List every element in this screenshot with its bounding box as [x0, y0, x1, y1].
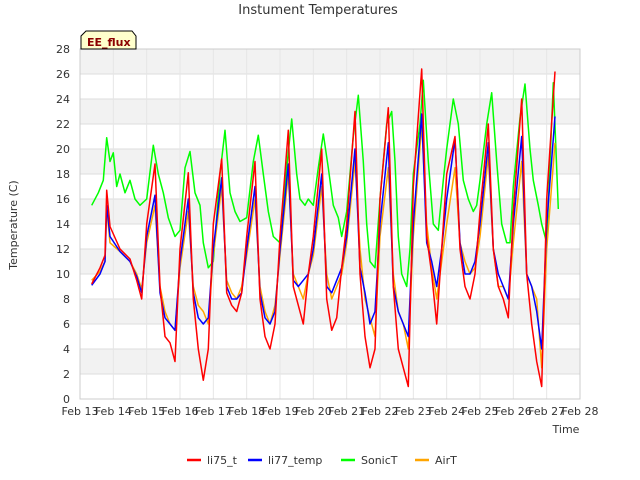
y-tick-label: 20 — [56, 143, 70, 156]
x-tick-label: Feb 19 — [262, 405, 299, 418]
background-band — [80, 324, 580, 349]
y-tick-label: 22 — [56, 118, 70, 131]
y-tick-label: 0 — [63, 393, 70, 406]
legend: li75_t li77_temp SonicT AirT — [187, 454, 457, 467]
x-tick-label: Feb 22 — [362, 405, 399, 418]
background-band — [80, 199, 580, 224]
series-line-li75-t — [91, 68, 556, 388]
background-band — [80, 224, 580, 249]
legend-label: li77_temp — [268, 454, 322, 467]
background-band — [80, 74, 580, 99]
x-axis-label: Time — [552, 423, 580, 436]
series-lines — [91, 68, 560, 388]
plot-frame — [79, 48, 581, 400]
background-band — [80, 374, 580, 399]
x-tick-label: Feb 26 — [495, 405, 532, 418]
background-band — [80, 49, 580, 74]
x-tick-label: Feb 17 — [195, 405, 232, 418]
background-band — [80, 124, 580, 149]
y-tick-label: 2 — [63, 368, 70, 381]
y-tick-label: 12 — [56, 243, 70, 256]
x-tick-label: Feb 18 — [228, 405, 265, 418]
y-tick-label: 10 — [56, 268, 70, 281]
background-band — [80, 249, 580, 274]
x-tick-label: Feb 20 — [295, 405, 332, 418]
x-tick-label: Feb 25 — [462, 405, 499, 418]
y-tick-label: 26 — [56, 68, 70, 81]
x-tick-label: Feb 16 — [162, 405, 199, 418]
legend-label: SonicT — [361, 454, 398, 467]
badge-label: EE_flux — [87, 36, 131, 49]
y-tick-label: 6 — [63, 318, 70, 331]
x-tick-label: Feb 27 — [528, 405, 565, 418]
y-tick-label: 28 — [56, 43, 70, 56]
x-tick-label: Feb 28 — [562, 405, 599, 418]
y-tick-label: 8 — [63, 293, 70, 306]
x-tick-label: Feb 15 — [128, 405, 165, 418]
y-tick-label: 16 — [56, 193, 70, 206]
chart-title: Instument Temperatures — [238, 3, 398, 18]
x-tick-label: Feb 24 — [428, 405, 465, 418]
y-axis-label: Temperature (C) — [7, 180, 20, 270]
y-tick-label: 14 — [56, 218, 70, 231]
background-band — [80, 349, 580, 374]
y-tick-label: 18 — [56, 168, 70, 181]
plot-background-bands — [80, 49, 580, 399]
x-tick-label: Feb 23 — [395, 405, 432, 418]
ee-flux-badge: EE_flux — [80, 30, 137, 50]
legend-label: li75_t — [207, 454, 238, 467]
background-band — [80, 274, 580, 299]
legend-label: AirT — [435, 454, 457, 467]
background-band — [80, 99, 580, 124]
series-line-sonict — [91, 79, 560, 288]
x-tick-label: Feb 14 — [95, 405, 132, 418]
x-tick-label: Feb 13 — [62, 405, 99, 418]
y-tick-label: 24 — [56, 93, 70, 106]
y-tick-label: 4 — [63, 343, 70, 356]
x-tick-label: Feb 21 — [328, 405, 365, 418]
